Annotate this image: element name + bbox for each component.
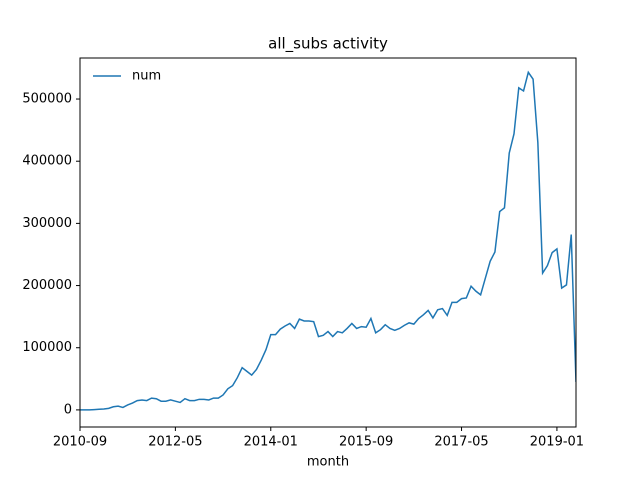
chart-title: all_subs activity	[268, 35, 388, 54]
y-tick-label: 500000	[22, 92, 72, 107]
x-tick-label: 2010-09	[53, 435, 107, 450]
plot-frame	[79, 57, 577, 428]
y-tick-label: 0	[64, 402, 72, 417]
y-tick-label: 100000	[22, 340, 72, 355]
data-line	[80, 70, 576, 411]
legend-label: num	[132, 69, 161, 84]
x-tick-label: 2017-05	[434, 435, 488, 450]
y-tick-label: 300000	[22, 216, 72, 231]
y-tick-label: 200000	[22, 278, 72, 293]
x-tick-label: 2014-01	[244, 435, 298, 450]
x-axis-label: month	[307, 455, 349, 470]
x-tick-label: 2012-05	[148, 435, 202, 450]
x-tick-label: 2019-01	[530, 435, 584, 450]
y-tick-label: 400000	[22, 154, 72, 169]
x-tick-label: 2015-09	[339, 435, 393, 450]
